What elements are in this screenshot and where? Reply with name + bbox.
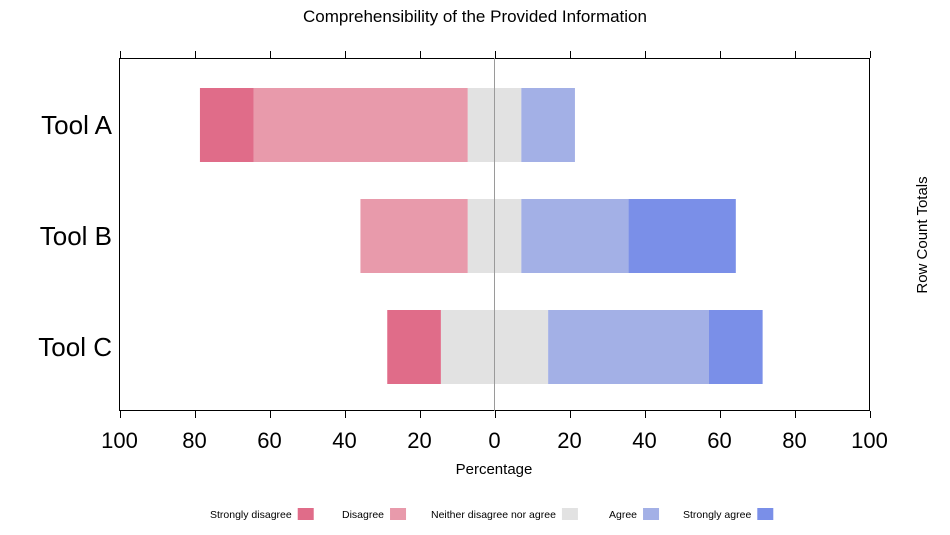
- x-tick-label: 100: [851, 428, 888, 453]
- category-label: Tool B: [40, 221, 112, 251]
- x-tick-label: 60: [257, 428, 281, 453]
- x-tick-label: 20: [557, 428, 581, 453]
- category-label: Tool C: [38, 332, 112, 362]
- legend-label: Disagree: [342, 509, 384, 521]
- x-tick-label: 40: [632, 428, 656, 453]
- legend-swatch: [297, 508, 314, 520]
- legend-label: Strongly agree: [683, 509, 751, 521]
- legend-swatch: [643, 508, 660, 520]
- legend-label: Neither disagree nor agree: [431, 509, 556, 521]
- bottom-ticks-group: 100 80 60 40 20 0 20 40 60 80 100: [101, 411, 888, 453]
- x-tick-label: 80: [182, 428, 206, 453]
- x-tick-label: 40: [332, 428, 356, 453]
- top-ticks-group: [120, 51, 871, 58]
- bars-group: [199, 88, 763, 384]
- x-tick-label: 80: [782, 428, 806, 453]
- legend-item: Disagree: [342, 508, 407, 521]
- right-axis-label: Row Count Totals: [914, 176, 931, 293]
- legend-swatch: [390, 508, 407, 520]
- legend-item: Strongly disagree: [210, 508, 314, 521]
- x-tick-label: 0: [488, 428, 500, 453]
- bar-tool-b-agree: [521, 199, 629, 273]
- bar-tool-b-strongly-agree: [628, 199, 736, 273]
- legend-item: Neither disagree nor agree: [431, 508, 578, 521]
- chart-title: Comprehensibility of the Provided Inform…: [303, 7, 647, 26]
- bar-tool-a-strongly-disagree: [199, 88, 254, 162]
- bar-tool-b-disagree: [360, 199, 468, 273]
- legend-swatch: [561, 508, 578, 520]
- x-tick-label: 20: [407, 428, 431, 453]
- bar-tool-c-strongly-agree: [709, 310, 763, 384]
- legend: Strongly disagree Disagree Neither disagre…: [210, 508, 774, 521]
- bar-tool-a-disagree: [253, 88, 468, 162]
- legend-label: Strongly disagree: [210, 509, 292, 521]
- category-labels-group: Tool A Tool B Tool C: [38, 110, 112, 362]
- legend-item: Agree: [609, 508, 660, 521]
- legend-item: Strongly agree: [683, 508, 774, 521]
- bar-tool-c-strongly-disagree: [387, 310, 441, 384]
- bar-tool-a-agree: [521, 88, 575, 162]
- x-tick-label: 100: [101, 428, 138, 453]
- x-tick-label: 60: [707, 428, 731, 453]
- category-label: Tool A: [41, 110, 112, 140]
- bar-tool-c-agree: [548, 310, 709, 384]
- legend-swatch: [757, 508, 774, 520]
- legend-label: Agree: [609, 509, 637, 521]
- x-axis-label: Percentage: [456, 461, 533, 478]
